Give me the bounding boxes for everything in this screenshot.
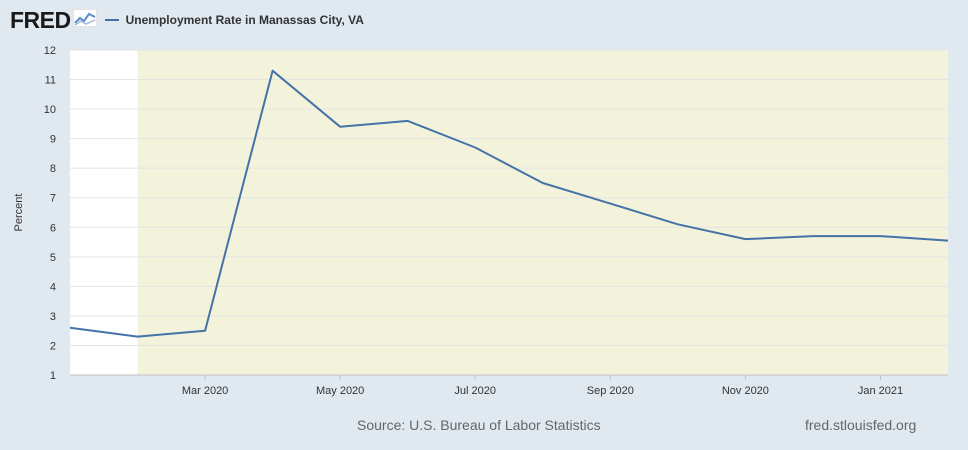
y-tick-label: 1	[50, 370, 56, 382]
x-tick-label: Mar 2020	[182, 385, 228, 397]
legend-swatch	[104, 19, 119, 21]
y-tick-label: 5	[50, 252, 56, 264]
y-tick-label: 11	[45, 75, 56, 87]
y-tick-label: 8	[50, 163, 56, 175]
data-point	[69, 327, 71, 329]
source-note: Source: U.S. Bureau of Labor Statistics	[357, 417, 601, 433]
x-tick-label: Nov 2020	[722, 385, 769, 397]
x-tick-label: Sep 2020	[587, 385, 634, 397]
x-tick-label: Jul 2020	[454, 385, 496, 397]
fred-logo[interactable]: FRED	[10, 6, 71, 33]
data-point	[407, 120, 409, 122]
recession-shading	[137, 50, 949, 375]
data-point	[677, 223, 679, 225]
data-point	[609, 203, 611, 205]
y-tick-label: 6	[50, 222, 56, 234]
fred-url-link[interactable]: fred.stlouisfed.org	[805, 417, 917, 433]
legend[interactable]: Unemployment Rate in Manassas City, VA	[104, 13, 364, 27]
data-point	[744, 238, 746, 240]
x-tick-label: May 2020	[316, 385, 364, 397]
data-point	[204, 330, 206, 332]
y-tick-label: 9	[50, 134, 56, 146]
legend-label: Unemployment Rate in Manassas City, VA	[125, 13, 364, 27]
y-tick-label: 12	[44, 45, 56, 57]
data-point	[474, 147, 476, 149]
data-point	[879, 235, 881, 237]
y-tick-label: 4	[50, 281, 56, 293]
y-tick-label: 10	[44, 104, 56, 116]
data-point	[137, 336, 139, 338]
chart-header: FRED Unemployment Rate in Manassas City,…	[10, 6, 364, 34]
data-point	[947, 240, 949, 242]
y-tick-label: 7	[50, 193, 56, 205]
y-tick-label: 2	[50, 340, 56, 352]
data-point	[812, 235, 814, 237]
series-line	[69, 69, 949, 338]
x-tick-label: Jan 2021	[858, 385, 903, 397]
data-point	[339, 126, 341, 128]
data-point	[542, 182, 544, 184]
y-axis-title: Percent	[13, 194, 25, 232]
y-tick-label: 3	[50, 311, 56, 323]
line-graph-icon	[72, 8, 98, 32]
data-point	[272, 70, 274, 72]
